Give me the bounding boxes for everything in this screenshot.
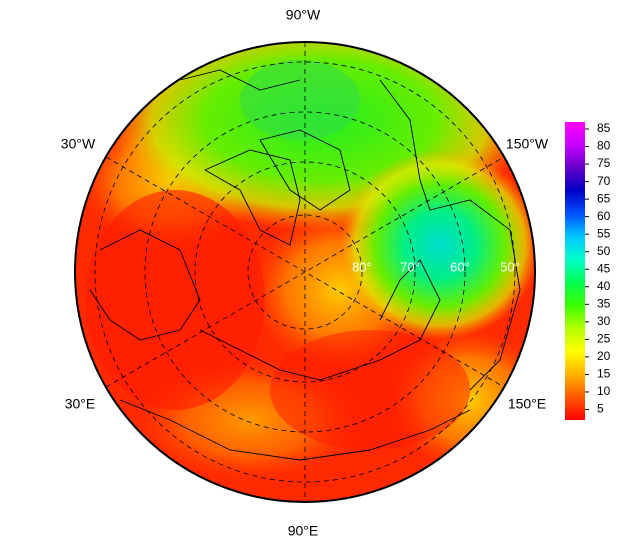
colorbar-tick-label: 20 bbox=[597, 349, 611, 363]
colorbar-tick-label: 80 bbox=[597, 139, 611, 153]
colorbar-tick-label: 65 bbox=[597, 191, 611, 205]
longitude-label: 90°W bbox=[286, 7, 321, 23]
field bbox=[75, 42, 535, 502]
colorbar-tick-label: 45 bbox=[597, 261, 611, 275]
colorbar-tick-label: 25 bbox=[597, 332, 611, 346]
colorbar-tick-label: 30 bbox=[597, 314, 611, 328]
colorbar-tick-label: 35 bbox=[597, 296, 611, 310]
latitude-label: 50° bbox=[500, 259, 520, 274]
colorbar-tick-label: 10 bbox=[597, 384, 611, 398]
map-border bbox=[74, 41, 536, 503]
colorbar-tick-label: 75 bbox=[597, 156, 611, 170]
colorbar-tick-label: 15 bbox=[597, 367, 611, 381]
colorbar-tick-label: 55 bbox=[597, 226, 611, 240]
latitude-label: 80° bbox=[352, 259, 372, 274]
colorbar-tick-label: 50 bbox=[597, 244, 611, 258]
colorbar: 5 10 15 20 25 30 35 40 45 50 55 60 65 70 75 80 85 bbox=[565, 121, 611, 420]
longitude-label: 90°E bbox=[288, 523, 319, 539]
colorbar-tick-label: 60 bbox=[597, 209, 611, 223]
longitude-label: 30°E bbox=[65, 396, 96, 412]
colorbar-tick-label: 40 bbox=[597, 279, 611, 293]
longitude-label: 150°E bbox=[508, 396, 546, 412]
colorbar-tick-label: 5 bbox=[597, 402, 604, 416]
longitude-label: 30°W bbox=[61, 136, 96, 152]
colorbar-tick-label: 70 bbox=[597, 174, 611, 188]
latitude-label: 60° bbox=[450, 259, 470, 274]
latitude-label: 70° bbox=[400, 259, 420, 274]
colorbar-tick-label: 85 bbox=[597, 121, 611, 135]
longitude-label: 150°W bbox=[506, 136, 549, 152]
colorbar-ramp bbox=[565, 122, 585, 420]
